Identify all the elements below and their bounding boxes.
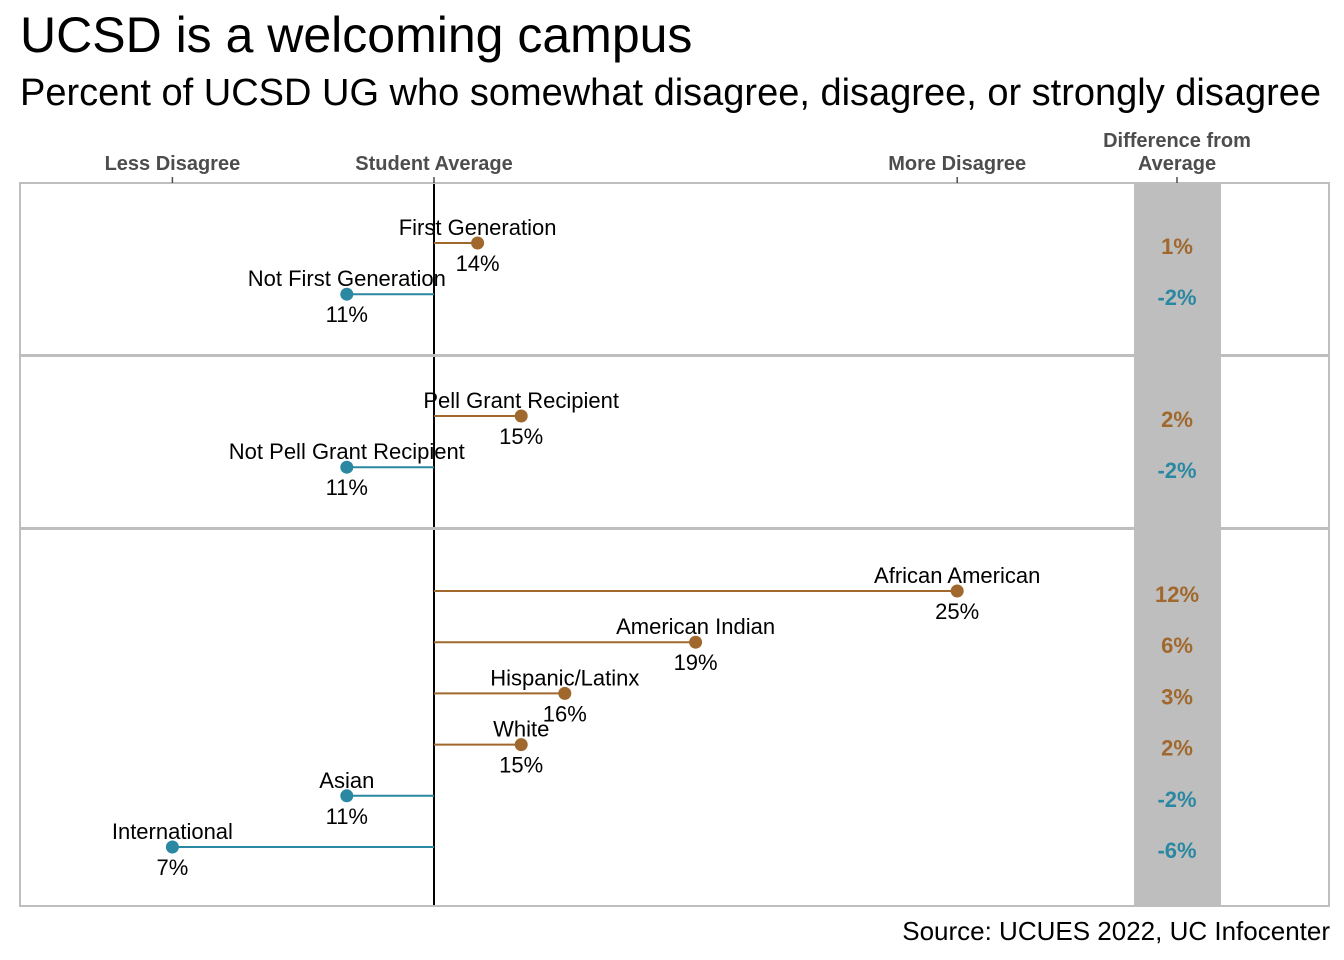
- point-hispanic-latinx: [558, 686, 572, 700]
- chart-title: UCSD is a welcoming campus: [20, 7, 693, 63]
- difference-pell-grant-recipient: 2%: [1161, 407, 1193, 432]
- value-label-not-first-generation: 11%: [326, 302, 368, 327]
- difference-band-1: [1134, 184, 1221, 354]
- label-american-indian: American Indian: [616, 614, 775, 639]
- value-label-american-indian: 19%: [674, 650, 718, 675]
- panel-3: [19, 528, 1330, 907]
- label-first-generation: First Generation: [399, 215, 557, 240]
- chart-source: Source: UCUES 2022, UC Infocenter: [902, 916, 1330, 946]
- point-not-pell-grant-recipient: [340, 460, 354, 474]
- point-african-american: [950, 584, 964, 598]
- panel-2: [19, 355, 1330, 529]
- point-pell-grant-recipient: [514, 409, 528, 423]
- label-white: White: [493, 717, 549, 742]
- difference-international: -6%: [1157, 838, 1196, 863]
- difference-first-generation: 1%: [1161, 234, 1193, 259]
- label-not-first-generation: Not First Generation: [248, 266, 446, 291]
- label-hispanic-latinx: Hispanic/Latinx: [490, 665, 639, 690]
- difference-header-line-1: Difference from: [1103, 130, 1251, 152]
- point-american-indian: [689, 635, 703, 649]
- label-international: International: [112, 819, 233, 844]
- x-axis-label-2: Student Average: [355, 153, 512, 175]
- x-axis-label-3: More Disagree: [888, 153, 1026, 175]
- panel-1: [19, 182, 1330, 356]
- difference-band-2: [1134, 357, 1221, 527]
- chart-subtitle: Percent of UCSD UG who somewhat disagree…: [20, 72, 1322, 114]
- point-not-first-generation: [340, 287, 354, 301]
- value-label-international: 7%: [157, 855, 189, 880]
- difference-african-american: 12%: [1155, 582, 1199, 607]
- difference-not-first-generation: -2%: [1157, 285, 1196, 310]
- x-axis-label-1: Less Disagree: [105, 153, 241, 175]
- difference-not-pell-grant-recipient: -2%: [1157, 458, 1196, 483]
- label-asian: Asian: [319, 768, 374, 793]
- difference-header-line-2: Average: [1138, 153, 1216, 175]
- difference-white: 2%: [1161, 736, 1193, 761]
- label-not-pell-grant-recipient: Not Pell Grant Recipient: [229, 439, 465, 464]
- value-label-hispanic-latinx: 16%: [543, 701, 587, 726]
- difference-hispanic-latinx: 3%: [1161, 684, 1193, 709]
- value-label-not-pell-grant-recipient: 11%: [326, 475, 368, 500]
- label-pell-grant-recipient: Pell Grant Recipient: [423, 388, 619, 413]
- value-label-pell-grant-recipient: 15%: [499, 424, 543, 449]
- difference-asian: -2%: [1157, 787, 1196, 812]
- value-label-asian: 11%: [326, 804, 368, 829]
- point-white: [514, 738, 528, 752]
- label-african-american: African American: [874, 563, 1040, 588]
- difference-band-3: [1134, 530, 1221, 905]
- point-asian: [340, 789, 354, 803]
- point-first-generation: [471, 236, 485, 250]
- difference-american-indian: 6%: [1161, 633, 1193, 658]
- value-label-african-american: 25%: [935, 599, 979, 624]
- value-label-white: 15%: [499, 753, 543, 778]
- value-label-first-generation: 14%: [456, 251, 500, 276]
- point-international: [165, 840, 179, 854]
